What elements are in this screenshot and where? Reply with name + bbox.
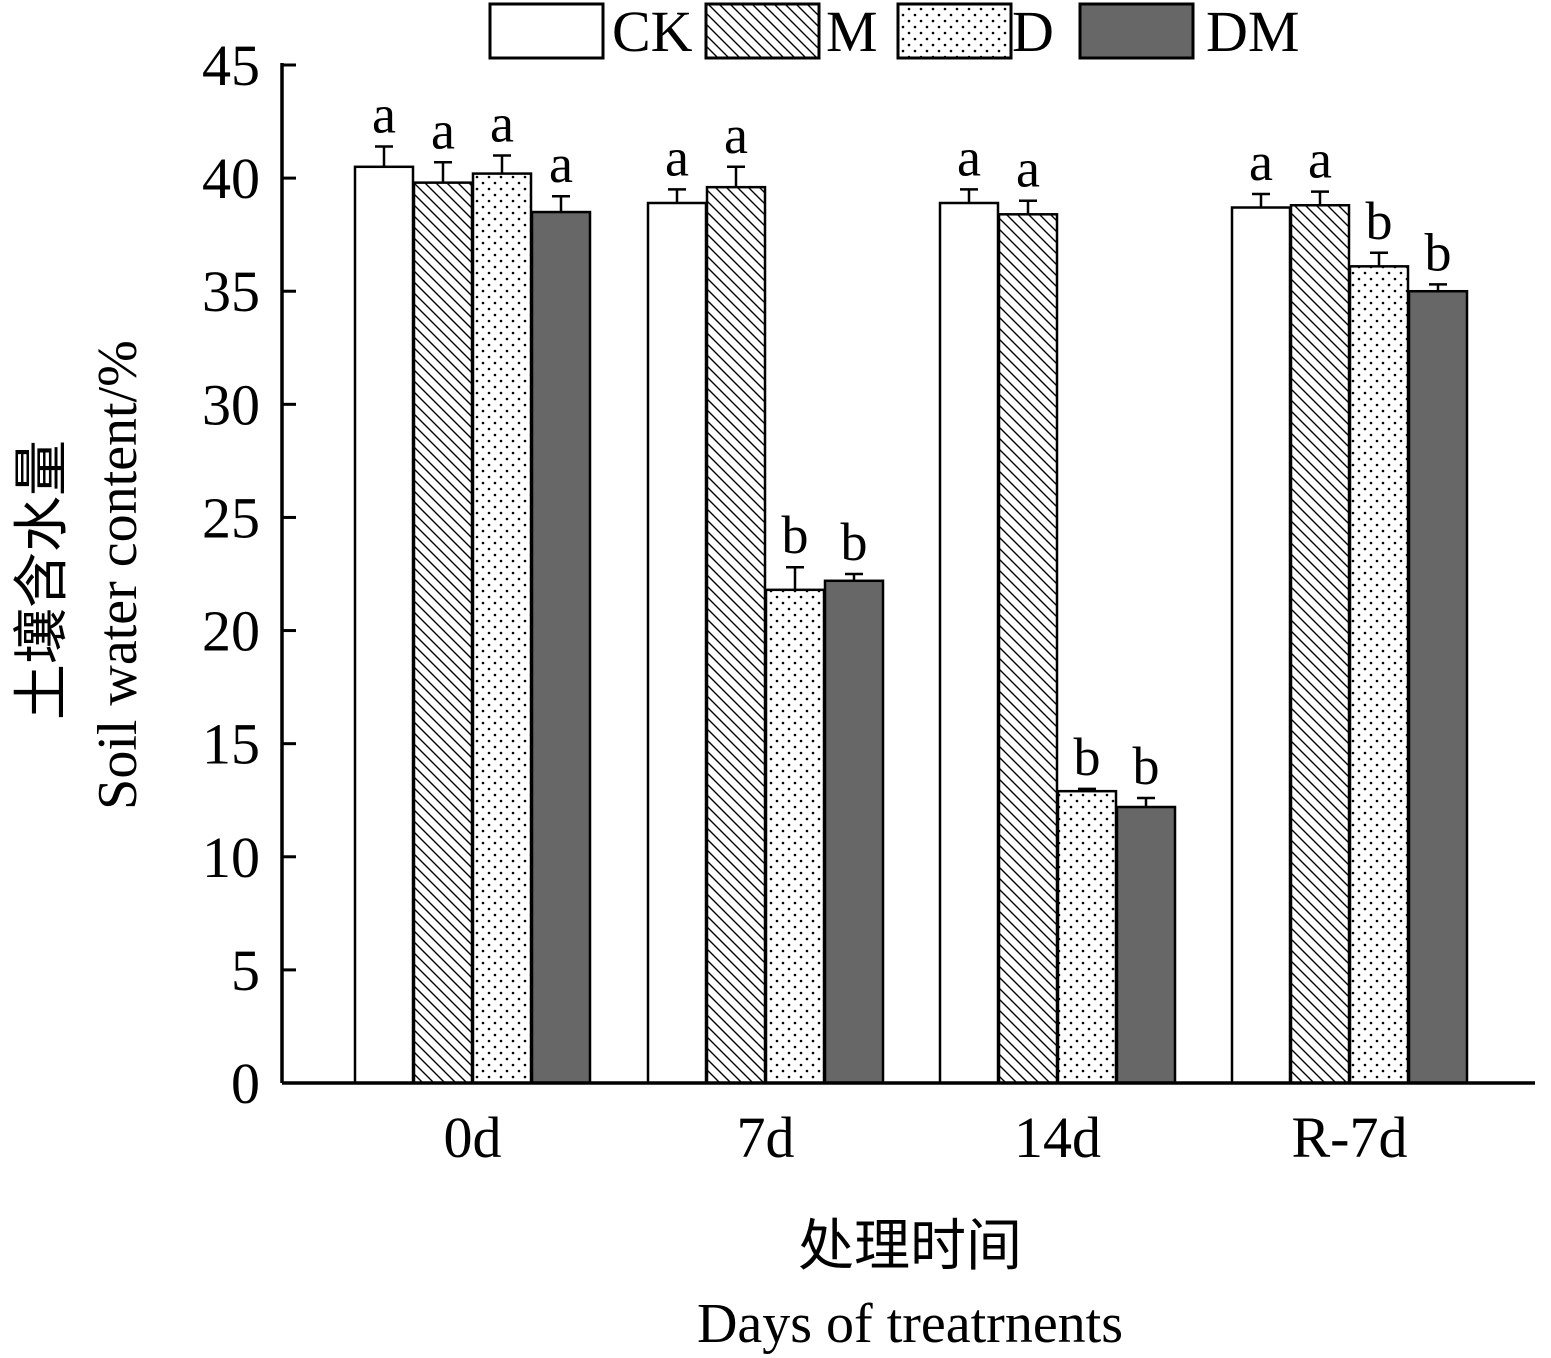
bar-m-0d [412,181,474,1085]
sig-letter-m-r-7d: a [1308,130,1332,190]
legend-swatch-d [896,2,1013,60]
y-axis-title-en: Soil water content/% [87,340,149,810]
y-tick-label-20: 20 [202,599,260,664]
sig-letter-d-0d: a [490,93,514,153]
x-tick-label-0d: 0d [444,1105,502,1170]
sig-letter-d-7d: b [782,505,809,565]
y-tick-label-10: 10 [202,825,260,890]
bar-ck-r-7d [1230,206,1292,1085]
y-axis-title-cn: 土壤含水量 [12,440,74,720]
bar-d-7d [764,588,826,1085]
bar-m-14d [997,213,1059,1085]
y-tick-label-5: 5 [231,938,260,1003]
sig-letter-dm-r-7d: b [1425,222,1452,282]
bar-dm-r-7d [1407,289,1469,1085]
x-tick-label-r-7d: R-7d [1292,1105,1408,1170]
y-tick-label-35: 35 [202,259,260,324]
bar-d-14d [1056,789,1118,1085]
bar-m-r-7d [1289,204,1351,1085]
bar-dm-7d [823,579,885,1085]
sig-letter-m-14d: a [1016,139,1040,199]
legend-item-dm: DM [1078,0,1299,64]
sig-letter-dm-7d: b [841,512,868,572]
legend-label-d: D [1012,0,1054,64]
sig-letter-d-14d: b [1074,727,1101,787]
bar-m-7d [705,185,767,1085]
legend-label-m: M [826,0,878,64]
legend-label-dm: DM [1206,0,1299,64]
bar-dm-0d [530,210,592,1085]
bar-ck-14d [938,201,1000,1085]
x-axis-title-cn: 处理时间 [798,1216,1022,1278]
sig-letter-m-0d: a [431,100,455,160]
x-axis-title-en: Days of treatrnents [697,1293,1123,1355]
bar-dm-14d [1115,805,1177,1085]
legend-label-ck: CK [612,0,693,64]
y-tick-label-25: 25 [202,485,260,550]
y-tick-label-40: 40 [202,146,260,211]
y-tick-label-30: 30 [202,372,260,437]
y-tick-label-45: 45 [202,33,260,98]
sig-letter-ck-7d: a [665,127,689,187]
legend-item-d: D [896,0,1054,64]
legend-swatch-dm [1078,2,1195,60]
bar-d-r-7d [1348,265,1410,1085]
legend-item-m: M [704,0,878,64]
legend-swatch-m [704,2,821,60]
x-tick-label-7d: 7d [737,1105,795,1170]
sig-letter-m-7d: a [724,105,748,165]
sig-letter-ck-0d: a [372,84,396,144]
bar-ck-7d [646,201,708,1085]
y-tick-label-15: 15 [202,712,260,777]
bar-ck-0d [353,165,415,1085]
bar-d-0d [471,172,533,1085]
sig-letter-dm-14d: b [1133,736,1160,796]
y-tick-label-0: 0 [231,1051,260,1116]
legend-item-ck: CK [488,0,693,64]
sig-letter-ck-14d: a [957,127,981,187]
sig-letter-d-r-7d: b [1366,191,1393,251]
legend-swatch-ck [488,2,605,60]
legend: CK M D DM [488,0,1299,64]
sig-letter-ck-r-7d: a [1249,132,1273,192]
sig-letter-dm-0d: a [549,134,573,194]
x-tick-label-14d: 14d [1014,1105,1101,1170]
